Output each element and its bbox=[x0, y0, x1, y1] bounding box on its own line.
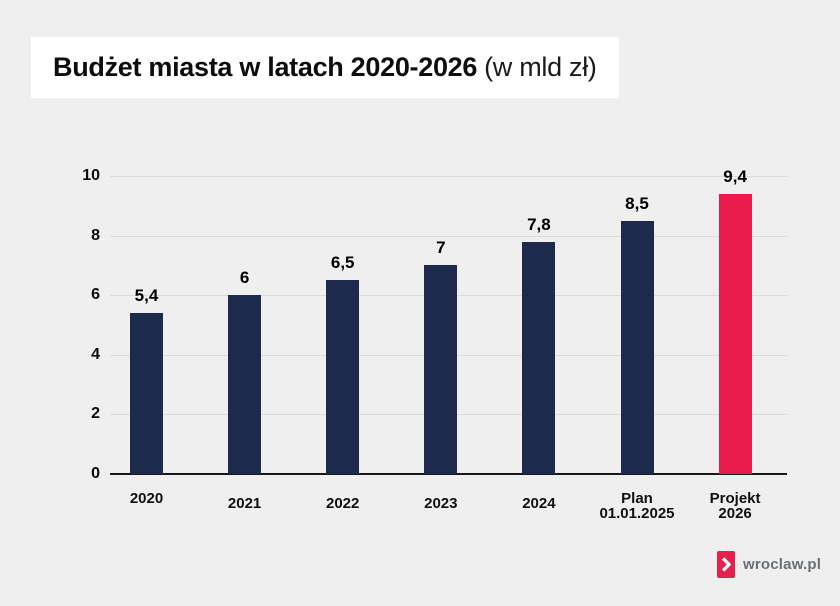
x-axis-category-label: 2021 bbox=[185, 496, 305, 511]
chart-title-box: Budżet miasta w latach 2020-2026 (w mld … bbox=[31, 37, 619, 98]
gridline bbox=[110, 176, 787, 177]
x-axis-category-label: 2022 bbox=[283, 496, 403, 511]
bar-value-label: 7 bbox=[436, 238, 446, 258]
bar-value-label: 7,8 bbox=[527, 214, 551, 234]
x-axis-category-label: Plan 01.01.2025 bbox=[577, 491, 697, 521]
x-axis-label-line: 2024 bbox=[522, 495, 556, 512]
bar bbox=[130, 313, 163, 474]
chevron-right-icon bbox=[717, 551, 735, 578]
x-axis-label-line: 2026 bbox=[718, 505, 752, 522]
x-axis-label-line: 2021 bbox=[227, 495, 262, 512]
bar bbox=[522, 241, 556, 474]
bar-value-label: 5,4 bbox=[134, 286, 159, 306]
bar bbox=[620, 220, 654, 474]
brand-name: wroclaw.pl bbox=[743, 556, 822, 573]
x-axis-line bbox=[110, 473, 787, 475]
bar-value-label: 8,5 bbox=[625, 193, 649, 213]
y-axis-tick-label: 0 bbox=[91, 465, 100, 482]
y-axis-tick-label: 4 bbox=[91, 345, 100, 363]
bar-value-label: 6 bbox=[239, 268, 250, 288]
x-axis-label-line: 2020 bbox=[129, 490, 164, 507]
x-axis-label-line: 2023 bbox=[424, 495, 458, 512]
bar-value-label: 9,4 bbox=[723, 166, 747, 186]
x-axis-category-label: Projekt 2026 bbox=[675, 491, 795, 521]
bar bbox=[228, 295, 262, 474]
bar-highlight bbox=[718, 193, 752, 474]
brand-logo: wroclaw.pl bbox=[717, 551, 821, 578]
y-axis-tick-label: 6 bbox=[91, 286, 100, 304]
x-axis-label-line: Plan bbox=[621, 490, 653, 507]
x-axis-category-label: 2020 bbox=[87, 491, 207, 506]
bar-value-label: 6,5 bbox=[330, 253, 355, 273]
chart-title-unit: (w mld zł) bbox=[484, 52, 597, 82]
x-axis-category-label: 2024 bbox=[479, 496, 599, 511]
gridline bbox=[110, 235, 787, 237]
y-axis-tick-label: 10 bbox=[82, 167, 100, 184]
bar bbox=[326, 280, 360, 474]
bar bbox=[424, 265, 458, 474]
y-axis-tick-label: 2 bbox=[91, 405, 100, 423]
x-axis-label-line: Projekt bbox=[709, 490, 761, 507]
x-axis-label-line: 2022 bbox=[326, 495, 360, 512]
chart-title: Budżet miasta w latach 2020-2026 bbox=[53, 52, 478, 82]
x-axis-label-line: 01.01.2025 bbox=[599, 505, 675, 522]
y-axis-tick-label: 8 bbox=[91, 226, 100, 244]
x-axis-category-label: 2023 bbox=[381, 496, 501, 511]
